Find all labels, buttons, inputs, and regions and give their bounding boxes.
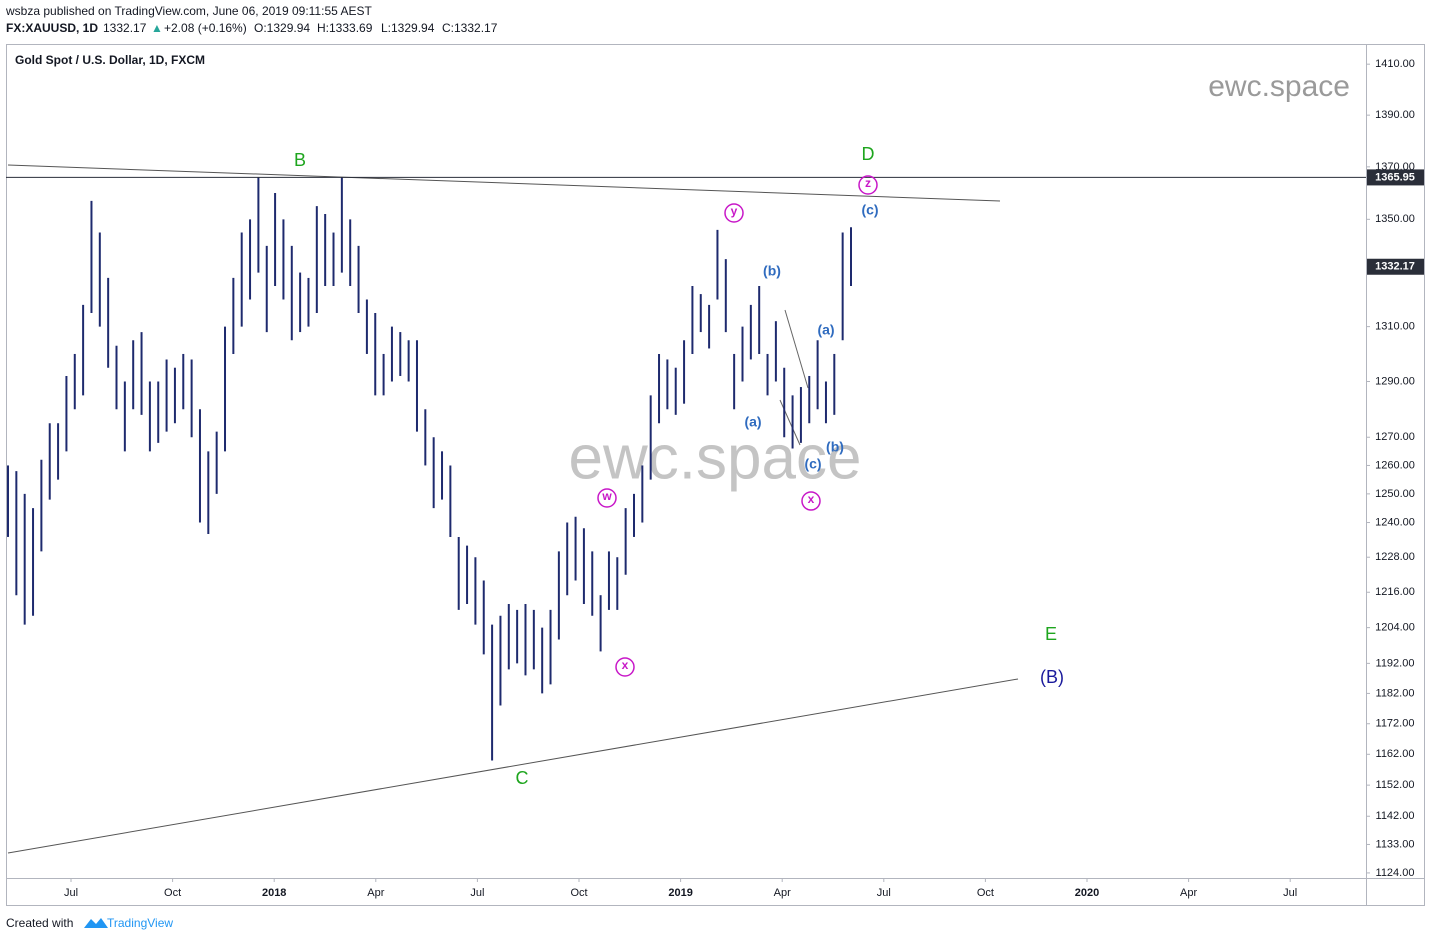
symbol: FX:XAUUSD, 1D [6, 21, 98, 35]
y-tick-label: 1260.00 [1375, 459, 1415, 471]
x-tick-label: Jul [1283, 887, 1297, 899]
y-tick-label: 1152.00 [1376, 779, 1415, 791]
annotation-circle [724, 203, 744, 223]
wave-label: C [516, 768, 529, 788]
y-tick-label: 1270.00 [1375, 431, 1415, 443]
y-tick-label: 1204.00 [1375, 622, 1415, 634]
x-tick-label: Oct [164, 887, 181, 899]
y-tick-label: 1250.00 [1375, 488, 1415, 500]
wave-label: (a) [744, 414, 761, 430]
y-tick-label: 1192.00 [1376, 657, 1415, 669]
y-tick-label: 1290.00 [1375, 375, 1415, 387]
y-tick-label: 1124.00 [1376, 867, 1415, 879]
footer-brand[interactable]: TradingView [107, 916, 173, 930]
wave-label: (c) [861, 202, 878, 218]
wave-label: (b) [826, 439, 844, 455]
price-label: 1365.95 [1375, 171, 1415, 183]
trendline-lower [7, 678, 1019, 854]
x-tick-label: Jul [877, 887, 891, 899]
annotation-circle [615, 657, 635, 677]
x-tick-label: Oct [977, 887, 994, 899]
y-tick-label: 1162.00 [1376, 748, 1415, 760]
change: +2.08 (+0.16%) [164, 21, 247, 35]
chart-title: Gold Spot / U.S. Dollar, 1D, FXCM [15, 53, 205, 67]
close: C:1332.17 [442, 21, 498, 35]
x-tick-label: Jul [470, 887, 484, 899]
high: H:1333.69 [317, 21, 373, 35]
x-tick-label: 2018 [262, 887, 286, 899]
price-label-bg [1367, 169, 1424, 186]
y-tick-label: 1182.00 [1376, 687, 1415, 699]
wave-label: (c) [804, 456, 821, 472]
wave-label: B [294, 150, 306, 170]
wave-label: x [622, 658, 629, 672]
watermark-corner: ewc.space [1208, 70, 1350, 103]
watermark: ewc.space [569, 423, 862, 492]
y-tick-label: 1228.00 [1375, 551, 1415, 563]
y-tick-label: 1216.00 [1375, 586, 1415, 598]
y-tick-label: 1172.00 [1376, 718, 1415, 730]
tv-logo [84, 918, 108, 928]
annotation-circle [801, 491, 821, 511]
price-label: 1332.17 [1375, 261, 1415, 273]
wave-label: (b) [763, 263, 781, 279]
last: 1332.17 [103, 21, 147, 35]
x-tick-label: 2019 [668, 887, 692, 899]
open: O:1329.94 [254, 21, 310, 35]
chart-frame [6, 44, 1425, 906]
wave-label: (B) [1040, 667, 1064, 687]
wave-label: w [601, 489, 612, 503]
wave-label: x [808, 492, 815, 506]
y-tick-label: 1390.00 [1375, 109, 1415, 121]
x-tick-label: Oct [570, 887, 587, 899]
y-tick-label: 1310.00 [1375, 321, 1415, 333]
x-tick-label: Jul [64, 887, 78, 899]
y-tick-label: 1350.00 [1375, 213, 1415, 225]
annotation-circle [858, 175, 878, 195]
price-label-bg [1367, 258, 1424, 275]
wave-label: z [865, 176, 871, 190]
trendline-upper [7, 164, 1001, 202]
footer-created: Created with [6, 916, 73, 930]
wave-label: D [862, 144, 875, 164]
y-tick-label: 1240.00 [1375, 516, 1415, 528]
wave-line [784, 309, 809, 389]
low: L:1329.94 [381, 21, 435, 35]
wave-label: y [731, 204, 738, 218]
x-tick-label: 2020 [1075, 887, 1099, 899]
annotation-circle [597, 488, 617, 508]
x-tick-label: Apr [367, 887, 384, 899]
y-tick-label: 1133.00 [1376, 838, 1415, 850]
arrow: ▲ [151, 21, 163, 35]
y-tick-label: 1410.00 [1375, 58, 1415, 70]
x-tick-label: Apr [774, 887, 791, 899]
wave-label: E [1045, 624, 1057, 644]
x-tick-label: Apr [1180, 887, 1197, 899]
wave-label: (a) [817, 322, 834, 338]
y-tick-label: 1142.00 [1376, 810, 1415, 822]
publisher: wsbza published on TradingView.com, June… [5, 4, 372, 18]
